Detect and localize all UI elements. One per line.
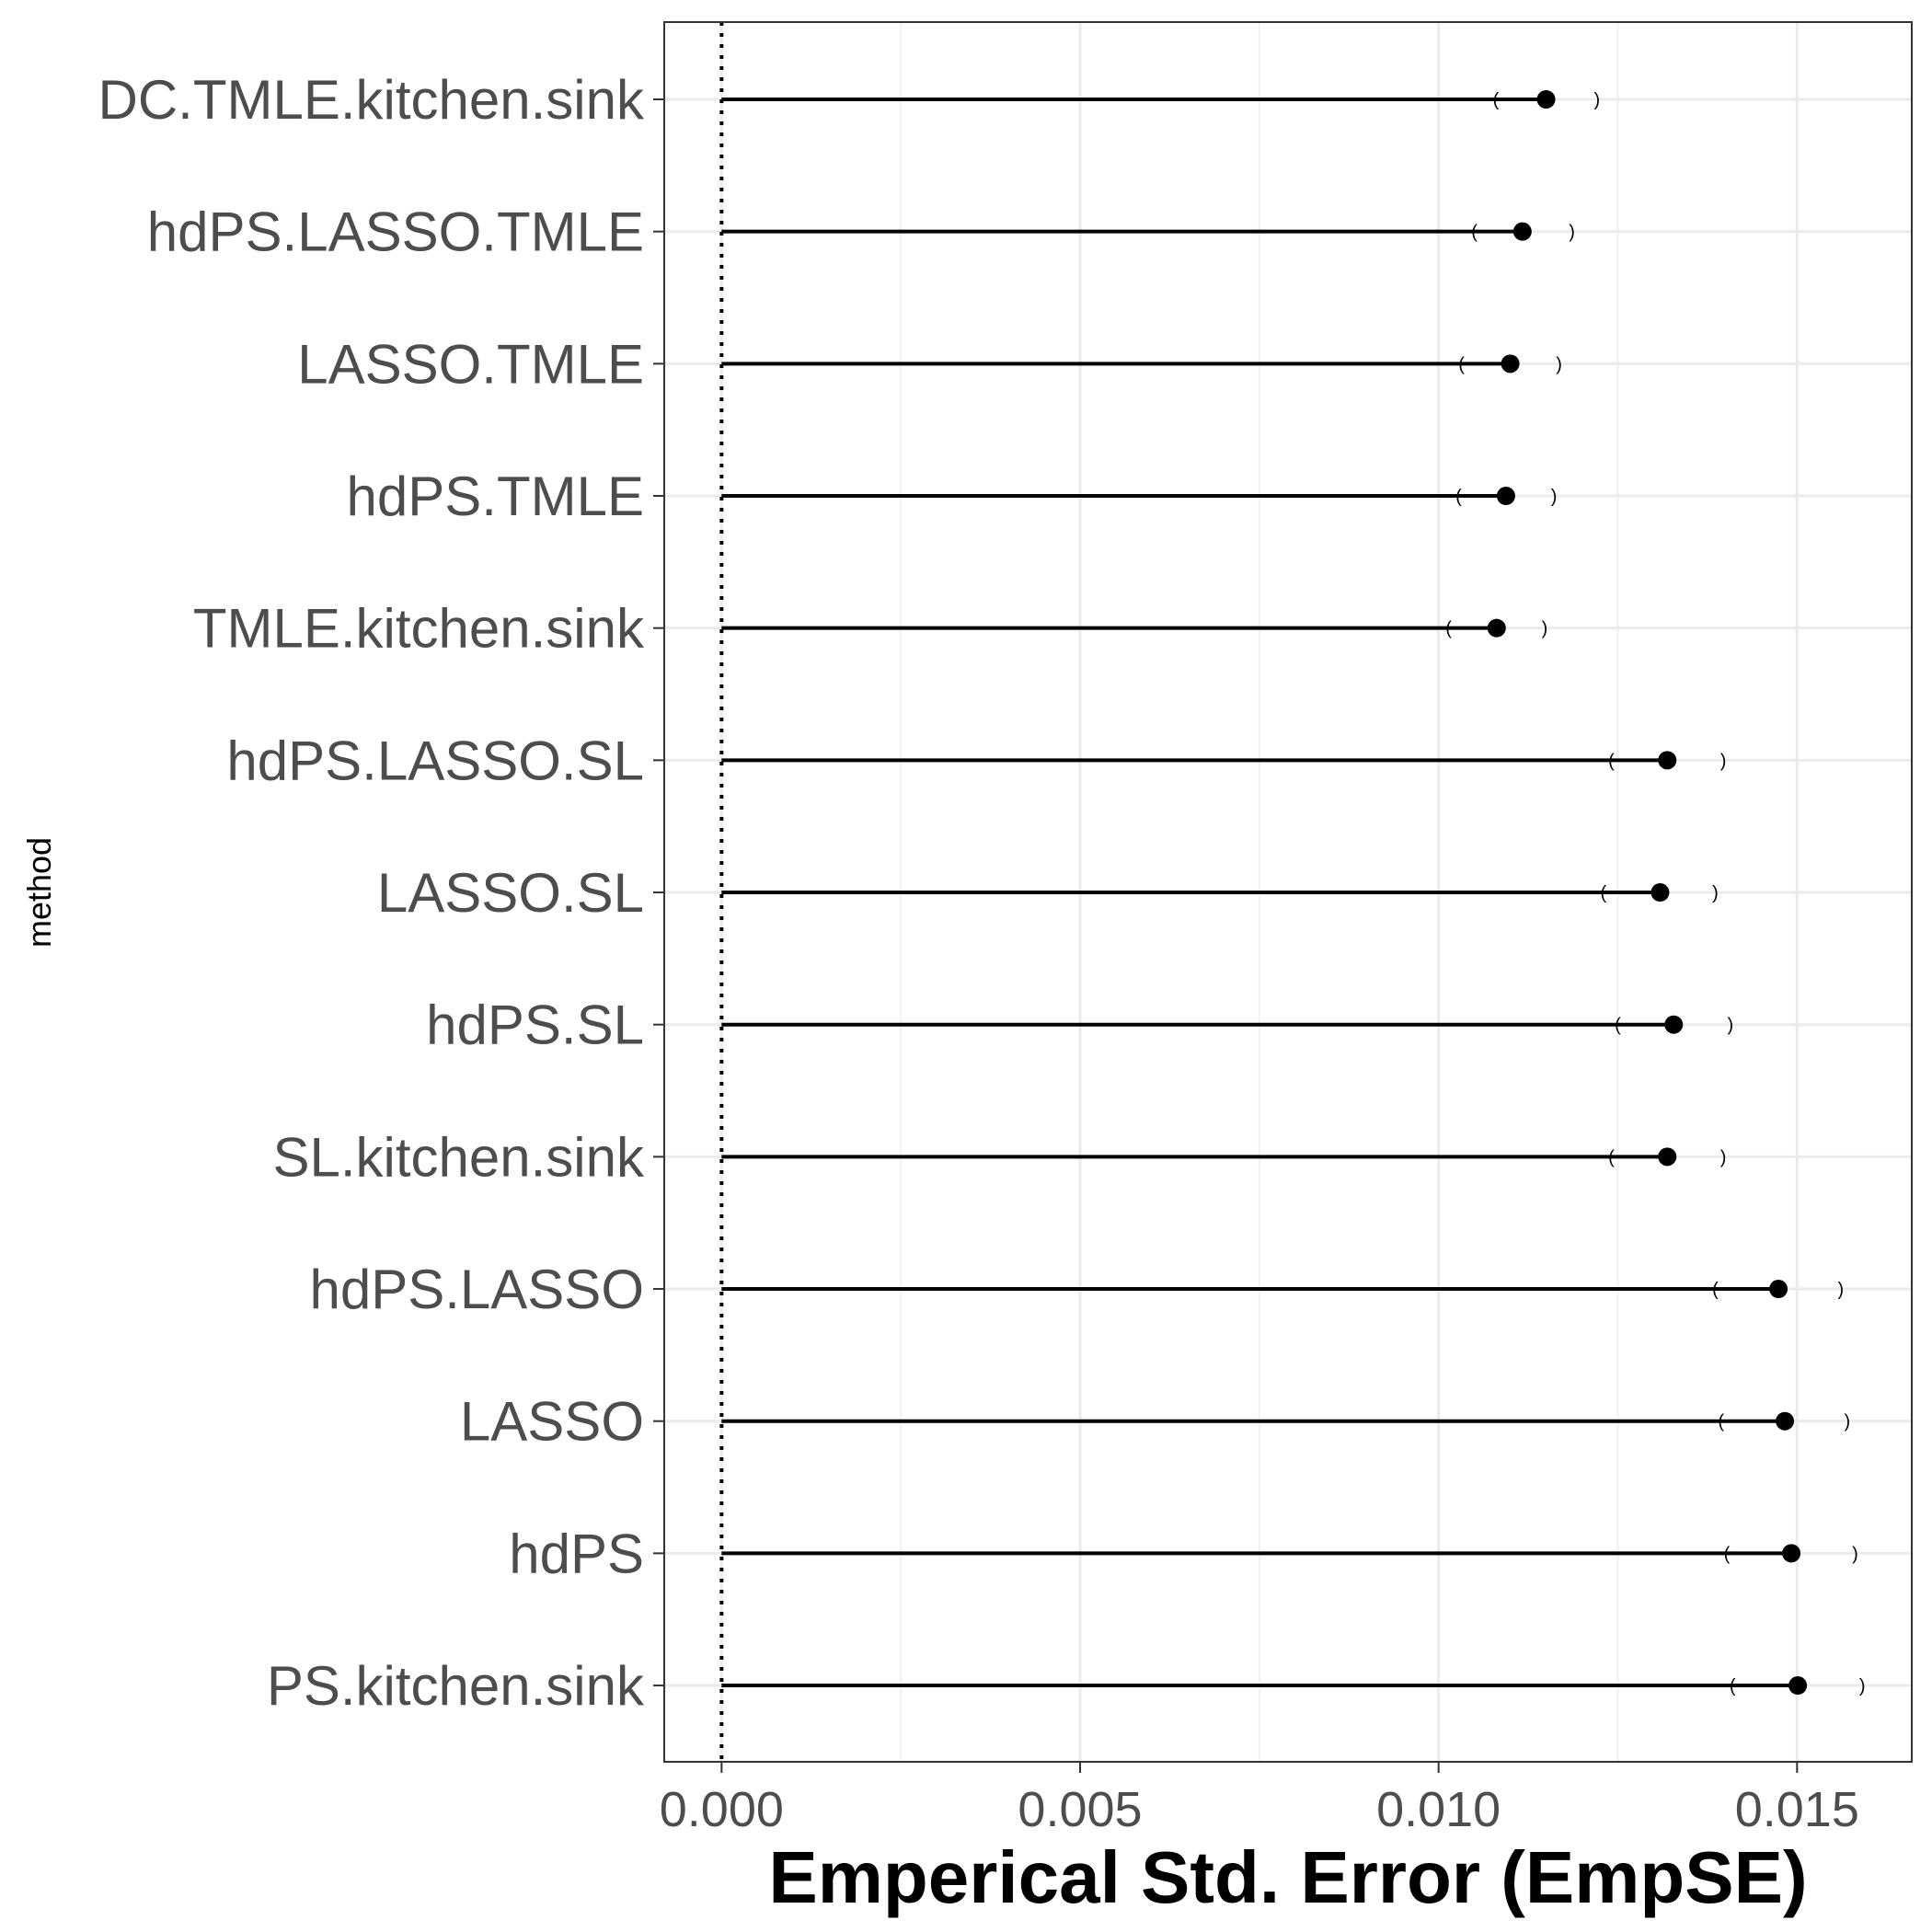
y-tick-label: hdPS.TMLE	[347, 466, 644, 527]
ci-upper-mark: )	[1720, 751, 1727, 771]
y-tick-label: hdPS.LASSO	[309, 1259, 644, 1320]
estimate-point	[1512, 222, 1532, 241]
estimate-point	[1650, 883, 1670, 903]
series-layer: () () () () () () () () () () () () ()	[721, 90, 1866, 1696]
ci-lower-mark: (	[1712, 1280, 1719, 1300]
y-tick-label: TMLE.kitchen.sink	[193, 598, 645, 660]
estimate-point	[1501, 354, 1520, 374]
ci-lower-mark: (	[1730, 1676, 1736, 1696]
ci-lower-mark: (	[1601, 883, 1607, 903]
estimate-point	[1769, 1280, 1788, 1299]
estimate-point	[1496, 487, 1515, 506]
ci-upper-mark: )	[1852, 1544, 1858, 1564]
ci-upper-mark: )	[1845, 1412, 1851, 1432]
ci-lower-mark: (	[1458, 354, 1465, 374]
y-tick-label: hdPS	[509, 1523, 644, 1584]
estimate-point	[1536, 90, 1556, 109]
ci-upper-mark: )	[1569, 223, 1575, 243]
x-tick-label: 0.010	[1376, 1782, 1501, 1837]
y-tick-label: PS.kitchen.sink	[267, 1655, 645, 1717]
ci-lower-mark: (	[1608, 751, 1615, 771]
ci-upper-mark: )	[1838, 1280, 1845, 1300]
y-tick-label: hdPS.SL	[426, 995, 644, 1056]
estimate-point	[1788, 1676, 1808, 1696]
estimate-point	[1782, 1544, 1801, 1563]
y-axis-title: method	[20, 837, 58, 948]
ci-upper-mark: )	[1727, 1016, 1733, 1036]
ci-upper-mark: )	[1859, 1676, 1866, 1696]
y-tick-label: SL.kitchen.sink	[272, 1126, 645, 1188]
y-tick-label: LASSO.TMLE	[297, 333, 644, 395]
ci-lower-mark: (	[1471, 223, 1478, 243]
ci-upper-mark: )	[1556, 354, 1562, 374]
x-tick-label: 0.005	[1018, 1782, 1142, 1837]
y-tick-label: LASSO	[460, 1391, 644, 1453]
ci-lower-mark: (	[1455, 487, 1462, 507]
ci-lower-mark: (	[1608, 1147, 1615, 1167]
estimate-point	[1658, 751, 1677, 770]
x-tick-label: 0.015	[1735, 1782, 1859, 1837]
y-tick-label: DC.TMLE.kitchen.sink	[98, 69, 645, 131]
ci-lower-mark: (	[1493, 90, 1500, 110]
ci-upper-mark: )	[1594, 90, 1601, 110]
ci-lower-mark: (	[1445, 619, 1452, 639]
estimate-point	[1487, 618, 1506, 638]
ci-lower-mark: (	[1615, 1016, 1621, 1036]
ci-upper-mark: )	[1712, 883, 1719, 903]
ci-upper-mark: )	[1542, 619, 1548, 639]
ci-upper-mark: )	[1551, 487, 1558, 507]
axis-layer: DC.TMLE.kitchen.sink hdPS.LASSO.TMLE LASSO…	[98, 69, 1859, 1837]
ci-lower-mark: (	[1718, 1412, 1724, 1432]
y-tick-label: hdPS.LASSO.TMLE	[147, 201, 644, 263]
estimate-point	[1776, 1411, 1795, 1431]
ci-lower-mark: (	[1724, 1544, 1731, 1564]
y-tick-label: hdPS.LASSO.SL	[226, 730, 644, 791]
ci-upper-mark: )	[1720, 1147, 1727, 1167]
y-tick-label: LASSO.SL	[377, 862, 644, 924]
x-tick-label: 0.000	[660, 1782, 784, 1837]
x-axis-title: Emperical Std. Error (EmpSE)	[768, 1836, 1807, 1918]
estimate-point	[1664, 1015, 1684, 1034]
estimate-point	[1658, 1147, 1677, 1167]
